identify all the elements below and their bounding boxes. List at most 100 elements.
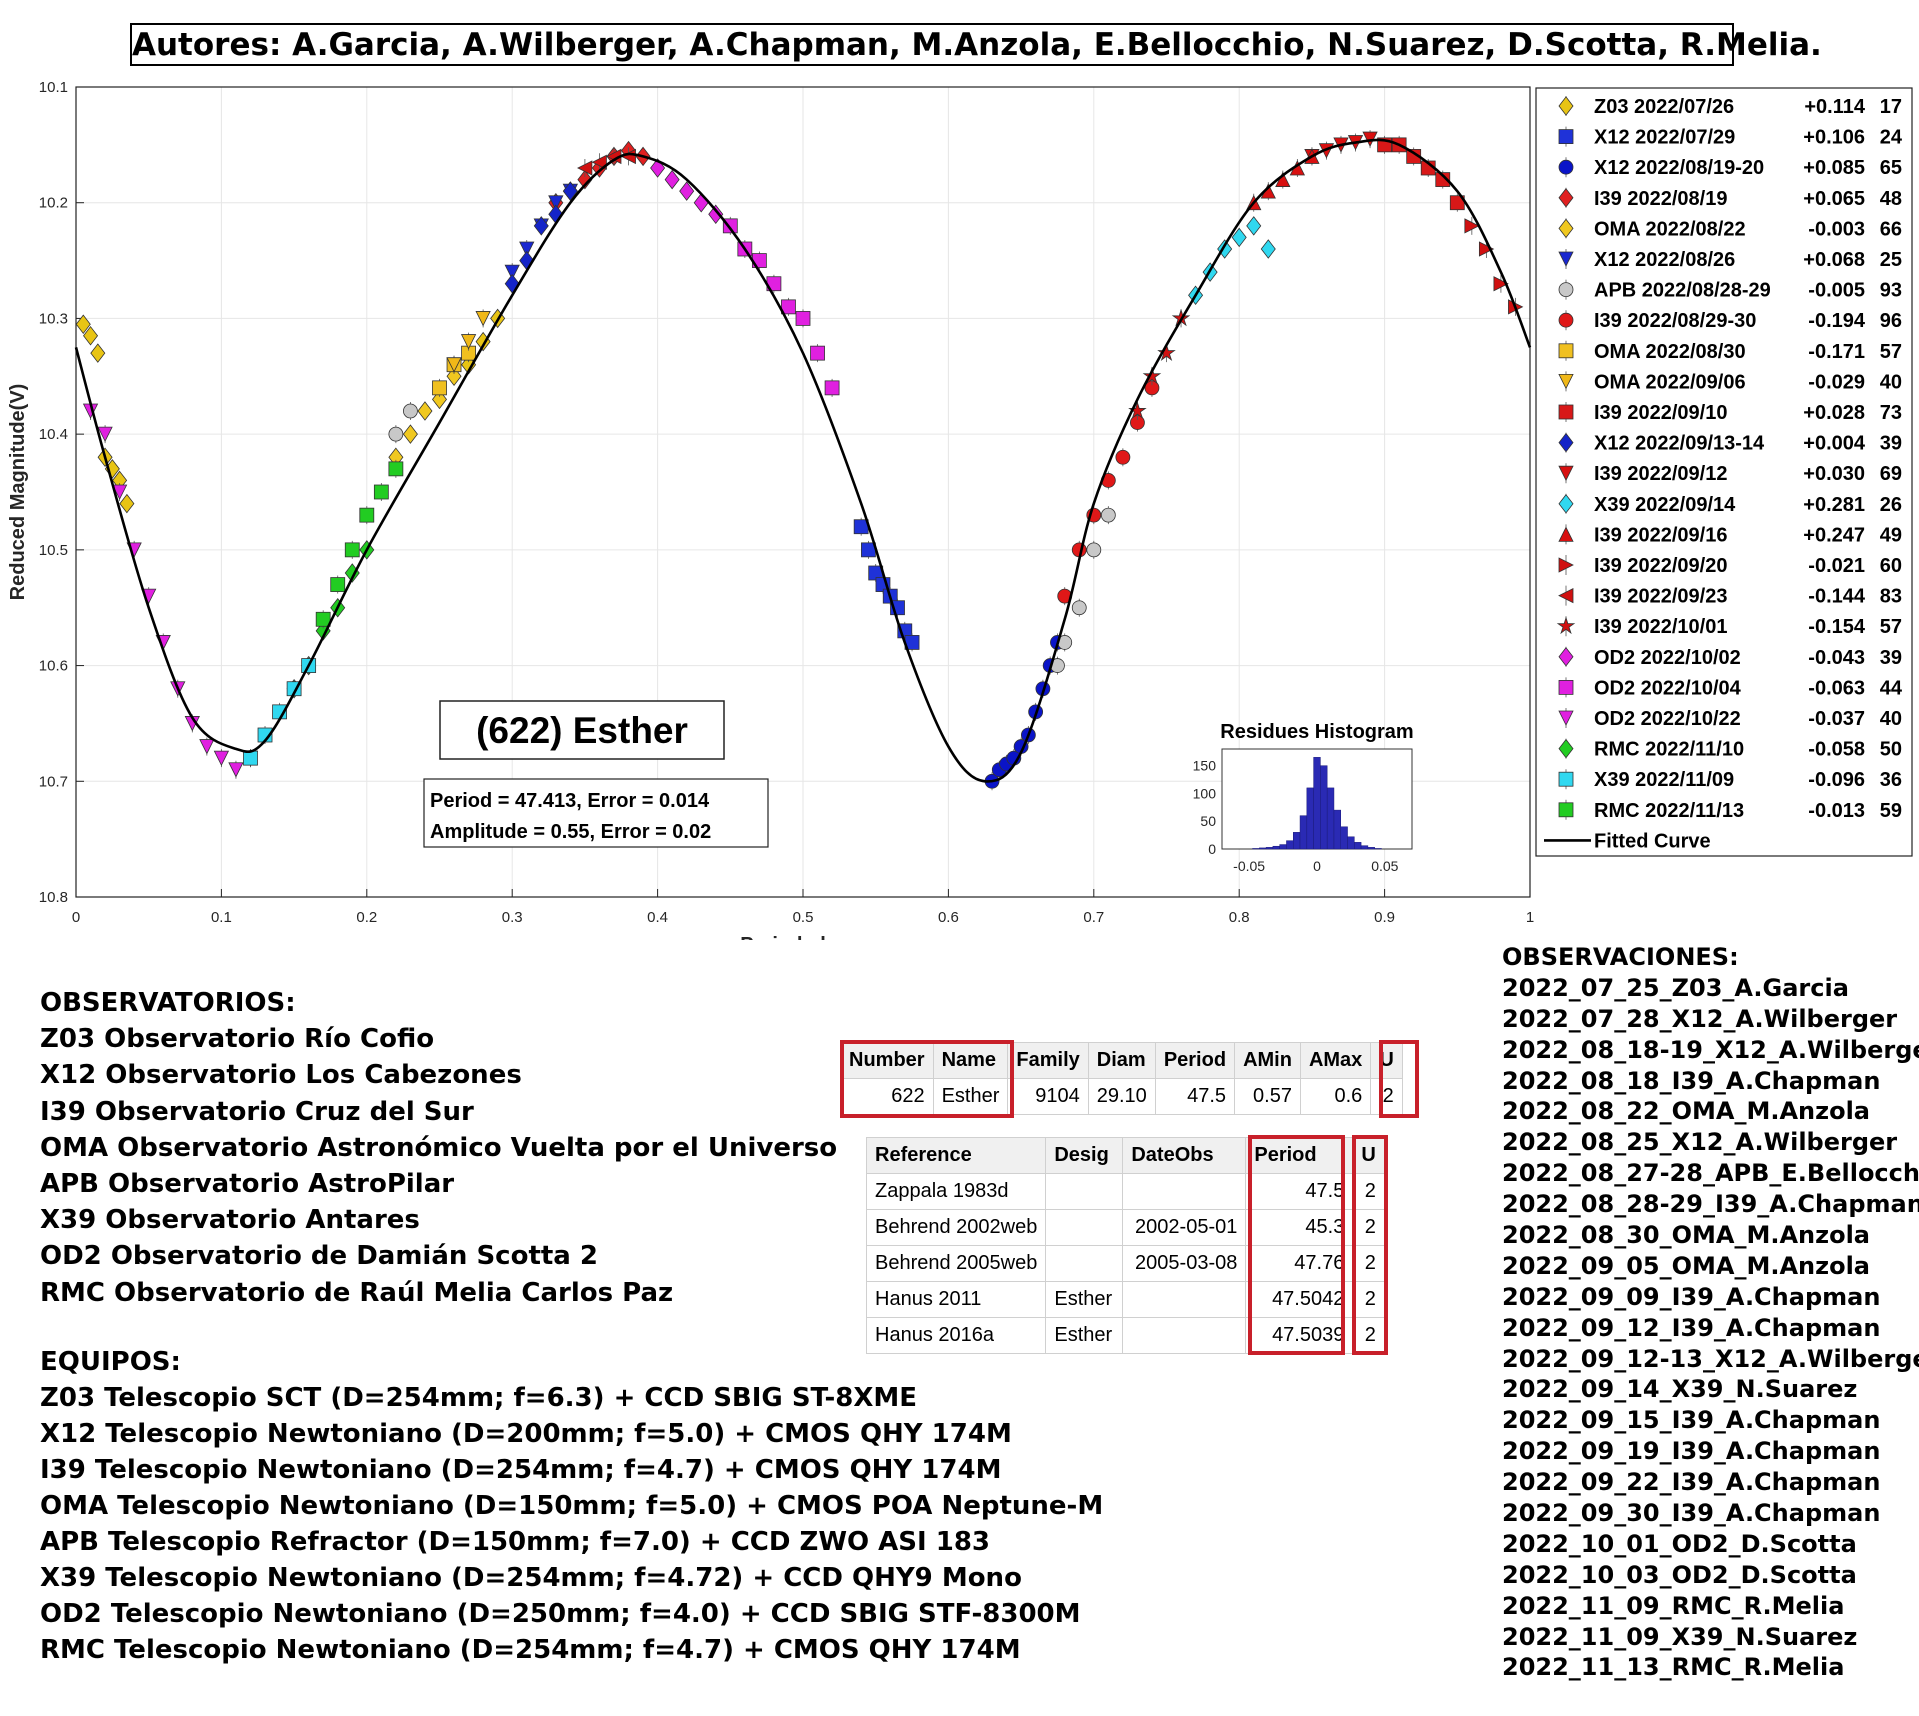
legend-series-name: OD2 2022/10/22 [1594,708,1741,730]
observacion-item: 2022_09_22_I39_A.Chapman [1502,1468,1881,1497]
y-tick-label: 10.4 [39,426,68,443]
table-row: Zappala 1983d 47.5 2 [865,1173,1385,1210]
legend-series-count: 69 [1880,463,1902,485]
histogram-bar [1279,844,1287,850]
observatorios-title: OBSERVATORIOS: [40,988,296,1018]
column-header: Diam [1087,1042,1156,1079]
legend-fitted-label: Fitted Curve [1594,830,1711,852]
legend-marker [1558,343,1574,359]
table-cell: 47.5 [1154,1078,1236,1115]
data-point [403,403,418,419]
data-series [1057,378,1160,606]
equipo-item: X39 Telescopio Newtoniano (D=254mm; f=4.… [40,1563,1022,1593]
data-series [650,158,724,225]
legend-series-name: OMA 2022/09/06 [1594,371,1746,393]
histogram-bar [1374,848,1382,850]
observacion-item: 2022_07_25_Z03_A.Garcia [1502,973,1849,1002]
histogram-y-tick-label: 0 [1208,841,1216,857]
data-point [330,577,346,592]
equipo-item: OMA Telescopio Newtoniano (D=150mm; f=5.… [40,1491,1104,1521]
legend-series-count: 93 [1880,280,1902,302]
legend-series-offset: +0.281 [1803,494,1865,516]
equipo-item: X12 Telescopio Newtoniano (D=200mm; f=5.… [40,1419,1012,1449]
table-cell: 0.6 [1299,1078,1372,1115]
histogram-bar [1320,765,1328,850]
column-header: DateObs [1122,1137,1247,1174]
column-header: Name [932,1042,1009,1079]
observaciones-title: OBSERVACIONES: [1502,943,1739,971]
legend-series-offset: +0.068 [1803,249,1865,271]
table-cell: 2 [1352,1245,1385,1282]
legend-series-name: I39 2022/08/19 [1594,188,1727,210]
observatorio-item: RMC Observatorio de Raúl Melia Carlos Pa… [40,1277,674,1308]
data-point [1231,227,1247,248]
data-point [119,493,135,514]
equipo-item: OD2 Telescopio Newtoniano (D=250mm; f=4.… [40,1599,1081,1629]
column-header: Period [1154,1042,1236,1079]
y-tick-label: 10.8 [39,889,68,906]
legend-marker [1558,647,1574,667]
highlight-box [1379,1040,1419,1118]
table-cell: Zappala 1983d [865,1173,1047,1210]
legend-series-offset: -0.029 [1808,371,1865,393]
legend-series-count: 96 [1880,310,1902,332]
data-point [97,426,113,443]
y-tick-label: 10.3 [39,310,68,327]
table-cell [1045,1245,1124,1282]
data-point [75,314,91,334]
fit-period-text: Period = 47.413, Error = 0.014 [430,790,710,812]
data-point [795,311,811,326]
table-cell [1122,1317,1247,1354]
authors-banner: Autores: A.Garcia, A.Wilberger, A.Chapma… [130,23,1822,66]
highlight-box [1248,1135,1345,1355]
legend-series-count: 26 [1880,494,1902,516]
observatorio-item: Z03 Observatorio Río Cofio [40,1024,435,1055]
data-series [577,147,636,177]
histogram-bar [1347,836,1355,850]
data-point [1128,401,1147,419]
data-point [548,195,564,211]
y-tick-label: 10.7 [39,773,68,790]
table-cell: 29.10 [1087,1078,1156,1115]
legend-marker [1558,802,1574,818]
data-series [315,459,404,629]
data-point [359,507,375,523]
y-tick-label: 10.5 [39,542,68,559]
y-tick-label: 10.2 [39,195,68,212]
legend-series-offset: -0.096 [1808,769,1865,791]
x-tick-label: 0.5 [793,909,814,926]
x-tick-label: 0.1 [211,909,232,926]
column-header: Number [840,1042,934,1079]
y-tick-label: 10.6 [39,658,68,675]
column-header: Family [1007,1042,1089,1079]
legend-series-count: 50 [1880,739,1902,761]
legend-series-offset: -0.063 [1808,677,1865,699]
x-tick-label: 0.7 [1083,909,1104,926]
table-row: 622 Esther 9104 29.10 47.5 0.57 0.6 2 [840,1078,1403,1115]
observacion-item: 2022_10_03_OD2_D.Scotta [1502,1560,1857,1589]
table-cell: 2 [1352,1317,1385,1354]
data-point [577,160,593,176]
data-point [432,380,447,396]
data-point [533,216,549,236]
histogram-y-tick-label: 150 [1193,758,1217,774]
table-cell [1045,1209,1124,1246]
highlight-box [1352,1135,1388,1355]
histogram-x-tick-label: 0 [1313,858,1321,874]
legend-series-name: I39 2022/09/12 [1594,463,1727,485]
column-header: AMin [1234,1042,1301,1079]
legend-series-offset: -0.003 [1808,218,1865,240]
table-cell: 9104 [1007,1078,1089,1115]
data-point [824,380,840,396]
legend-series-count: 39 [1880,647,1902,669]
observacion-item: 2022_10_01_OD2_D.Scotta [1502,1529,1857,1558]
equipos-title: EQUIPOS: [40,1347,181,1377]
table-cell [1122,1173,1247,1210]
legend-series-name: X39 2022/09/14 [1594,494,1736,516]
data-point [1260,239,1276,259]
legend-marker [1558,526,1574,542]
column-header: U [1352,1137,1385,1174]
data-point [213,750,230,767]
observacion-item: 2022_11_09_X39_N.Suarez [1502,1622,1858,1651]
observatorio-item: X12 Observatorio Los Cabezones [40,1060,522,1091]
